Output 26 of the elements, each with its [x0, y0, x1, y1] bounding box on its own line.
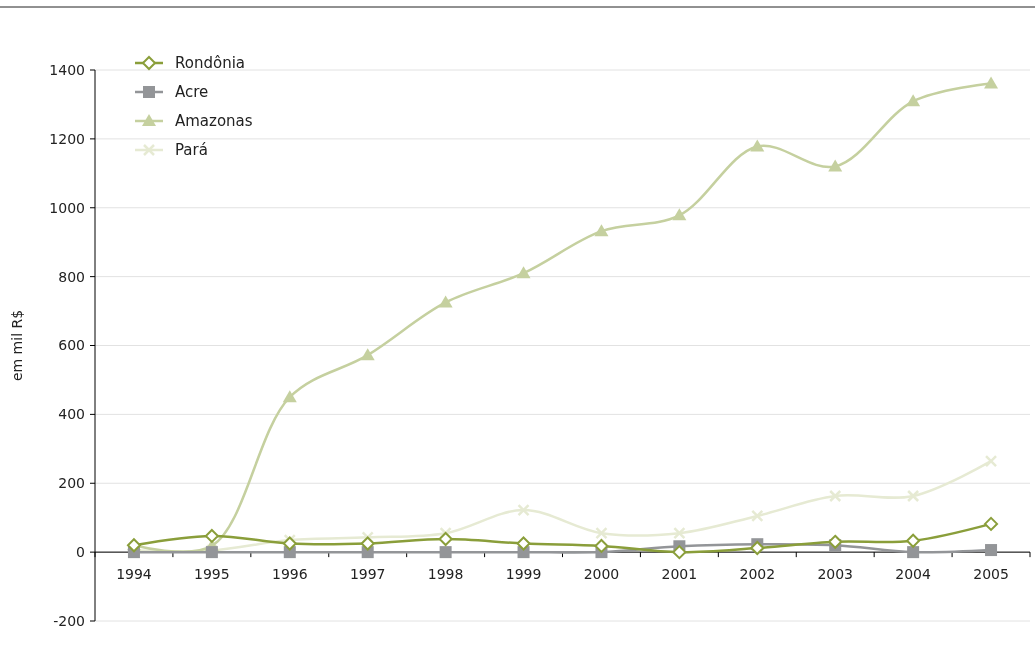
x-tick-label: 2001 — [661, 566, 698, 583]
y-tick-label: 800 — [58, 268, 85, 285]
legend-label: Acre — [175, 83, 209, 102]
x-tick-label: 2005 — [973, 566, 1009, 583]
y-tick-label: 0 — [76, 544, 85, 561]
x-tick-label: 1994 — [116, 566, 152, 583]
y-tick-label: 1000 — [49, 199, 85, 216]
y-tick-label: 1200 — [49, 130, 85, 147]
y-tick-label: 400 — [58, 406, 85, 423]
x-tick-label: 1999 — [505, 566, 542, 583]
x-tick-label: 2004 — [895, 566, 932, 583]
legend-label: Rondônia — [175, 54, 245, 73]
legend-label: Amazonas — [175, 112, 253, 131]
x-tick-label: 1995 — [194, 566, 230, 583]
legend-label: Pará — [175, 141, 208, 160]
x-tick-label: 1998 — [427, 566, 464, 583]
x-tick-label: 2003 — [817, 566, 854, 583]
y-tick-label: 200 — [58, 475, 85, 492]
x-tick-label: 2000 — [583, 566, 620, 583]
y-axis-title: em mil R$ — [9, 309, 25, 382]
x-tick-label: 1997 — [349, 566, 386, 583]
y-tick-label: 1400 — [49, 61, 85, 78]
y-tick-label: 600 — [58, 337, 85, 354]
x-tick-label: 1996 — [271, 566, 308, 583]
x-tick-label: 2002 — [739, 566, 776, 583]
y-tick-label: -200 — [53, 612, 85, 629]
